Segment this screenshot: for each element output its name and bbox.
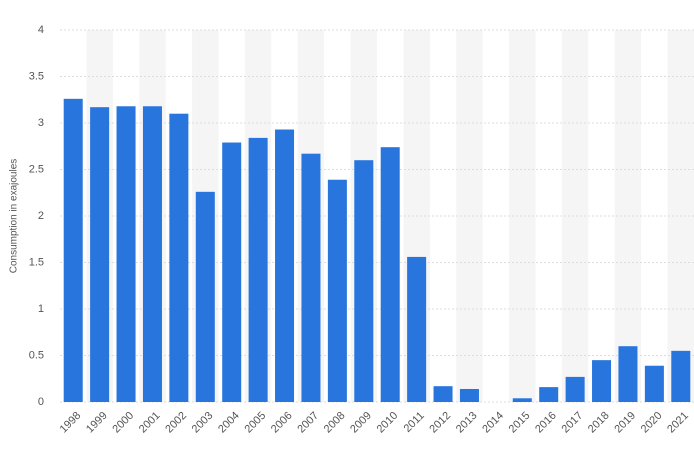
- x-tick-label: 2020: [639, 410, 665, 436]
- x-tick-label: 2006: [269, 410, 295, 436]
- x-tick-label: 2009: [348, 410, 374, 436]
- y-tick-label: 0.5: [29, 349, 44, 361]
- bar: [195, 191, 215, 402]
- bar: [169, 113, 189, 402]
- x-tick-label: 2005: [243, 410, 269, 436]
- x-tick-label: 2011: [402, 410, 427, 435]
- x-tick-label: 2001: [137, 410, 163, 436]
- bar: [407, 256, 427, 402]
- bar: [618, 346, 638, 402]
- bar: [459, 388, 479, 402]
- y-axis-label: Consumption in exajoules: [9, 159, 20, 274]
- bar: [539, 387, 559, 402]
- y-tick-label: 0: [38, 396, 44, 408]
- y-tick-label: 1: [38, 303, 44, 315]
- bar: [592, 360, 612, 402]
- x-tick-label: 2010: [375, 410, 401, 436]
- x-tick-label: 2018: [586, 410, 612, 436]
- bar: [222, 142, 242, 402]
- band-stripe: [561, 30, 589, 402]
- x-tick-label: 1998: [58, 410, 84, 436]
- x-tick-label: 2021: [665, 410, 691, 436]
- x-tick-label: 2002: [163, 410, 189, 436]
- bar: [565, 376, 585, 402]
- x-tick-label: 2015: [507, 410, 533, 436]
- bar: [644, 365, 664, 402]
- x-tick-label: 2019: [612, 410, 638, 436]
- x-tick-label: 2017: [560, 410, 586, 436]
- y-tick-label: 3: [38, 117, 44, 129]
- bar: [248, 137, 268, 402]
- bar: [90, 107, 110, 402]
- y-tick-label: 1.5: [29, 256, 44, 268]
- x-tick-label: 2016: [533, 410, 559, 436]
- bar: [116, 106, 136, 402]
- y-tick-label: 2: [38, 210, 44, 222]
- y-tick-label: 4: [38, 24, 44, 36]
- bar: [671, 350, 691, 402]
- y-tick-label: 3.5: [29, 70, 44, 82]
- x-tick-label: 2007: [295, 410, 321, 436]
- x-tick-label: 2008: [322, 410, 348, 436]
- y-tick-label: 2.5: [29, 163, 44, 175]
- bar: [63, 98, 83, 402]
- x-tick-label: 2014: [480, 410, 506, 436]
- x-tick-label: 2012: [427, 410, 453, 436]
- bar: [301, 153, 321, 402]
- bar: [380, 147, 400, 402]
- bar: [327, 179, 347, 402]
- bar: [354, 160, 374, 402]
- bar: [512, 398, 532, 402]
- bar: [142, 106, 162, 402]
- bar: [433, 386, 453, 402]
- bar: [275, 129, 295, 402]
- x-tick-label: 1999: [84, 410, 110, 436]
- x-tick-label: 2003: [190, 410, 216, 436]
- x-tick-label: 2000: [110, 410, 136, 436]
- x-tick-label: 2004: [216, 410, 242, 436]
- x-tick-label: 2013: [454, 410, 480, 436]
